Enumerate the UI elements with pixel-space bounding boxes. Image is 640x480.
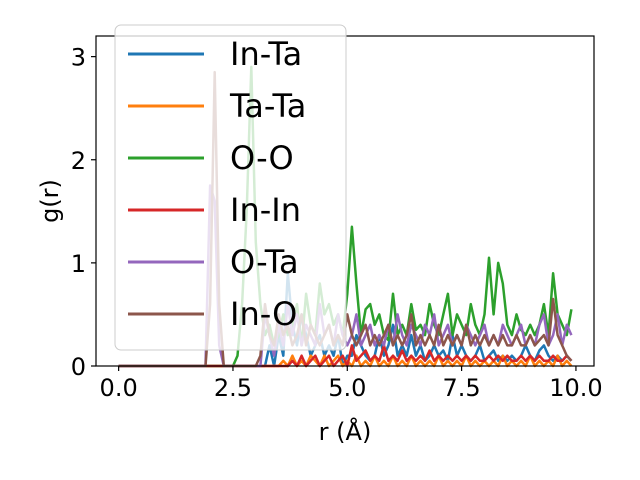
y-tick-label: 1 — [71, 250, 86, 278]
x-axis-label: r (Å) — [319, 417, 372, 446]
legend-label: O-Ta — [230, 243, 299, 281]
legend-label: In-Ta — [230, 35, 302, 73]
x-axis: 0.0 2.5 5.0 7.5 10.0 — [100, 366, 603, 402]
x-tick-label: 0.0 — [100, 374, 138, 402]
x-tick-label: 7.5 — [443, 374, 481, 402]
x-tick-label: 10.0 — [549, 374, 602, 402]
y-tick-label: 2 — [71, 147, 86, 175]
x-tick-label: 5.0 — [328, 374, 366, 402]
legend-label: In-O — [230, 295, 297, 333]
y-tick-label: 3 — [71, 44, 86, 72]
legend-label: In-In — [230, 191, 301, 229]
y-axis-label: g(r) — [36, 179, 64, 223]
legend-label: Ta-Ta — [229, 87, 306, 125]
y-axis: 0 1 2 3 — [71, 44, 96, 381]
y-tick-label: 0 — [71, 353, 86, 381]
legend: In-Ta Ta-Ta O-O In-In O-Ta In-O — [114, 24, 347, 351]
legend-label: O-O — [230, 139, 294, 177]
x-tick-label: 2.5 — [214, 374, 252, 402]
